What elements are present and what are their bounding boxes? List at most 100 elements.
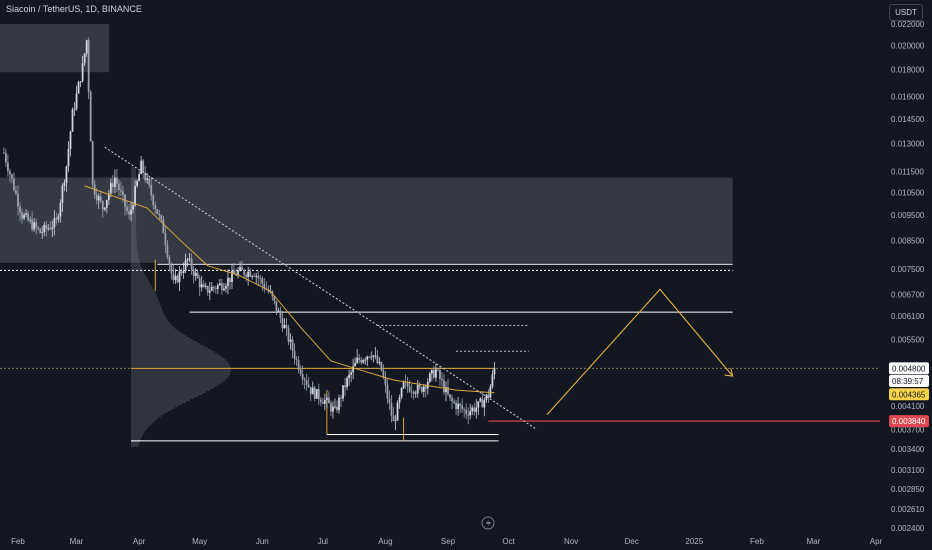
candle-body: [281, 317, 284, 329]
candle-body: [461, 405, 464, 409]
candle-body: [465, 409, 468, 415]
candle-body: [372, 355, 375, 357]
time-tick-label: May: [192, 537, 207, 546]
candle-body: [319, 399, 322, 403]
price-tick-label: 0.002400: [891, 524, 925, 533]
candle-body: [487, 394, 490, 398]
candle-body: [340, 397, 342, 399]
candle-body: [77, 82, 80, 94]
candle-body: [144, 172, 147, 181]
candle-body: [360, 360, 363, 363]
price-badge-label: 0.004800: [892, 364, 926, 373]
candle-body: [279, 310, 282, 318]
candle-body: [31, 219, 34, 230]
price-badge: [889, 374, 929, 387]
candle-body: [350, 372, 353, 375]
candle-body: [176, 275, 179, 283]
candle-body: [356, 357, 359, 363]
time-tick-label: Oct: [502, 537, 515, 546]
price-tick-label: 0.003700: [891, 426, 925, 435]
candle-body: [89, 91, 92, 142]
candle-body: [247, 271, 250, 277]
candle-body: [216, 285, 219, 289]
candle-body: [485, 394, 488, 401]
candle-body: [79, 81, 82, 83]
price-axis[interactable]: 0.022000 0.020000 0.018000 0.016000 0.014500…: [891, 20, 925, 533]
candle-body: [162, 219, 165, 234]
candle-body: [85, 40, 88, 54]
candle-body: [334, 406, 336, 408]
candle-body: [166, 245, 169, 258]
candle-body: [136, 180, 139, 187]
candle-body: [374, 355, 377, 357]
candle-body: [422, 386, 425, 392]
candle-body: [441, 378, 443, 381]
candle-body: [342, 385, 344, 399]
candle-body: [469, 411, 472, 416]
candle-body: [29, 219, 32, 221]
candle-body: [142, 160, 145, 173]
candle-body: [99, 196, 102, 202]
time-tick-label: Feb: [11, 537, 25, 546]
candle-body: [152, 195, 155, 206]
candle-body: [87, 40, 90, 92]
candle-body: [69, 131, 72, 150]
candle-body: [231, 271, 233, 282]
candle-body: [368, 356, 371, 358]
time-tick-label: Aug: [378, 537, 392, 546]
candle-body: [289, 339, 292, 342]
candle-body: [83, 53, 86, 64]
candle-body: [164, 233, 167, 246]
candle-body: [53, 218, 56, 228]
lightning-icon[interactable]: [481, 516, 495, 530]
candle-body: [479, 398, 482, 402]
candle-body: [261, 278, 264, 284]
candle-body: [332, 406, 334, 412]
candle-body: [245, 274, 248, 277]
time-tick-label: Mar: [807, 537, 821, 546]
time-axis[interactable]: Feb Mar Apr May Jun Jul Aug Sep Oct Nov Dec 2025 Feb…: [11, 537, 882, 546]
drawings-layer: [104, 146, 734, 430]
candle-body: [323, 399, 326, 404]
candle-body: [406, 381, 409, 387]
candle-body: [116, 177, 118, 184]
candle-body: [463, 408, 466, 410]
candle-body: [330, 403, 332, 412]
candle-body: [71, 109, 74, 132]
candle-body: [309, 387, 312, 395]
price-tick-label: 0.002610: [891, 505, 925, 514]
candle-body: [140, 160, 143, 175]
price-tick-label: 0.007500: [891, 265, 925, 274]
candle-body: [160, 215, 163, 220]
candle-body: [198, 278, 201, 288]
candle-body: [146, 178, 149, 181]
candle-body: [376, 355, 379, 364]
time-tick-label: Sep: [441, 537, 456, 546]
candle-body: [358, 357, 361, 361]
candle-body: [428, 373, 431, 382]
candle-body: [200, 284, 203, 288]
candle-body: [392, 415, 395, 422]
price-tick-label: 0.002850: [891, 485, 925, 494]
price-tick-label: 0.009500: [891, 211, 925, 220]
price-badge: [889, 415, 929, 428]
time-tick-label: 2025: [685, 537, 703, 546]
candle-body: [63, 182, 66, 186]
currency-button[interactable]: USDT: [889, 4, 923, 21]
candle-body: [17, 193, 19, 207]
candle-body: [277, 310, 280, 312]
candle-body: [257, 275, 260, 278]
candle-body: [19, 206, 21, 213]
candle-body: [128, 211, 130, 215]
candle-body: [338, 397, 340, 411]
candle-body: [396, 402, 399, 421]
candle-body: [51, 227, 54, 230]
candle-body: [313, 387, 316, 399]
price-tick-label: 0.020000: [891, 42, 925, 51]
candle-body: [447, 387, 449, 395]
candle-body: [13, 178, 15, 191]
candle-body: [243, 269, 246, 275]
candle-body: [362, 360, 365, 363]
